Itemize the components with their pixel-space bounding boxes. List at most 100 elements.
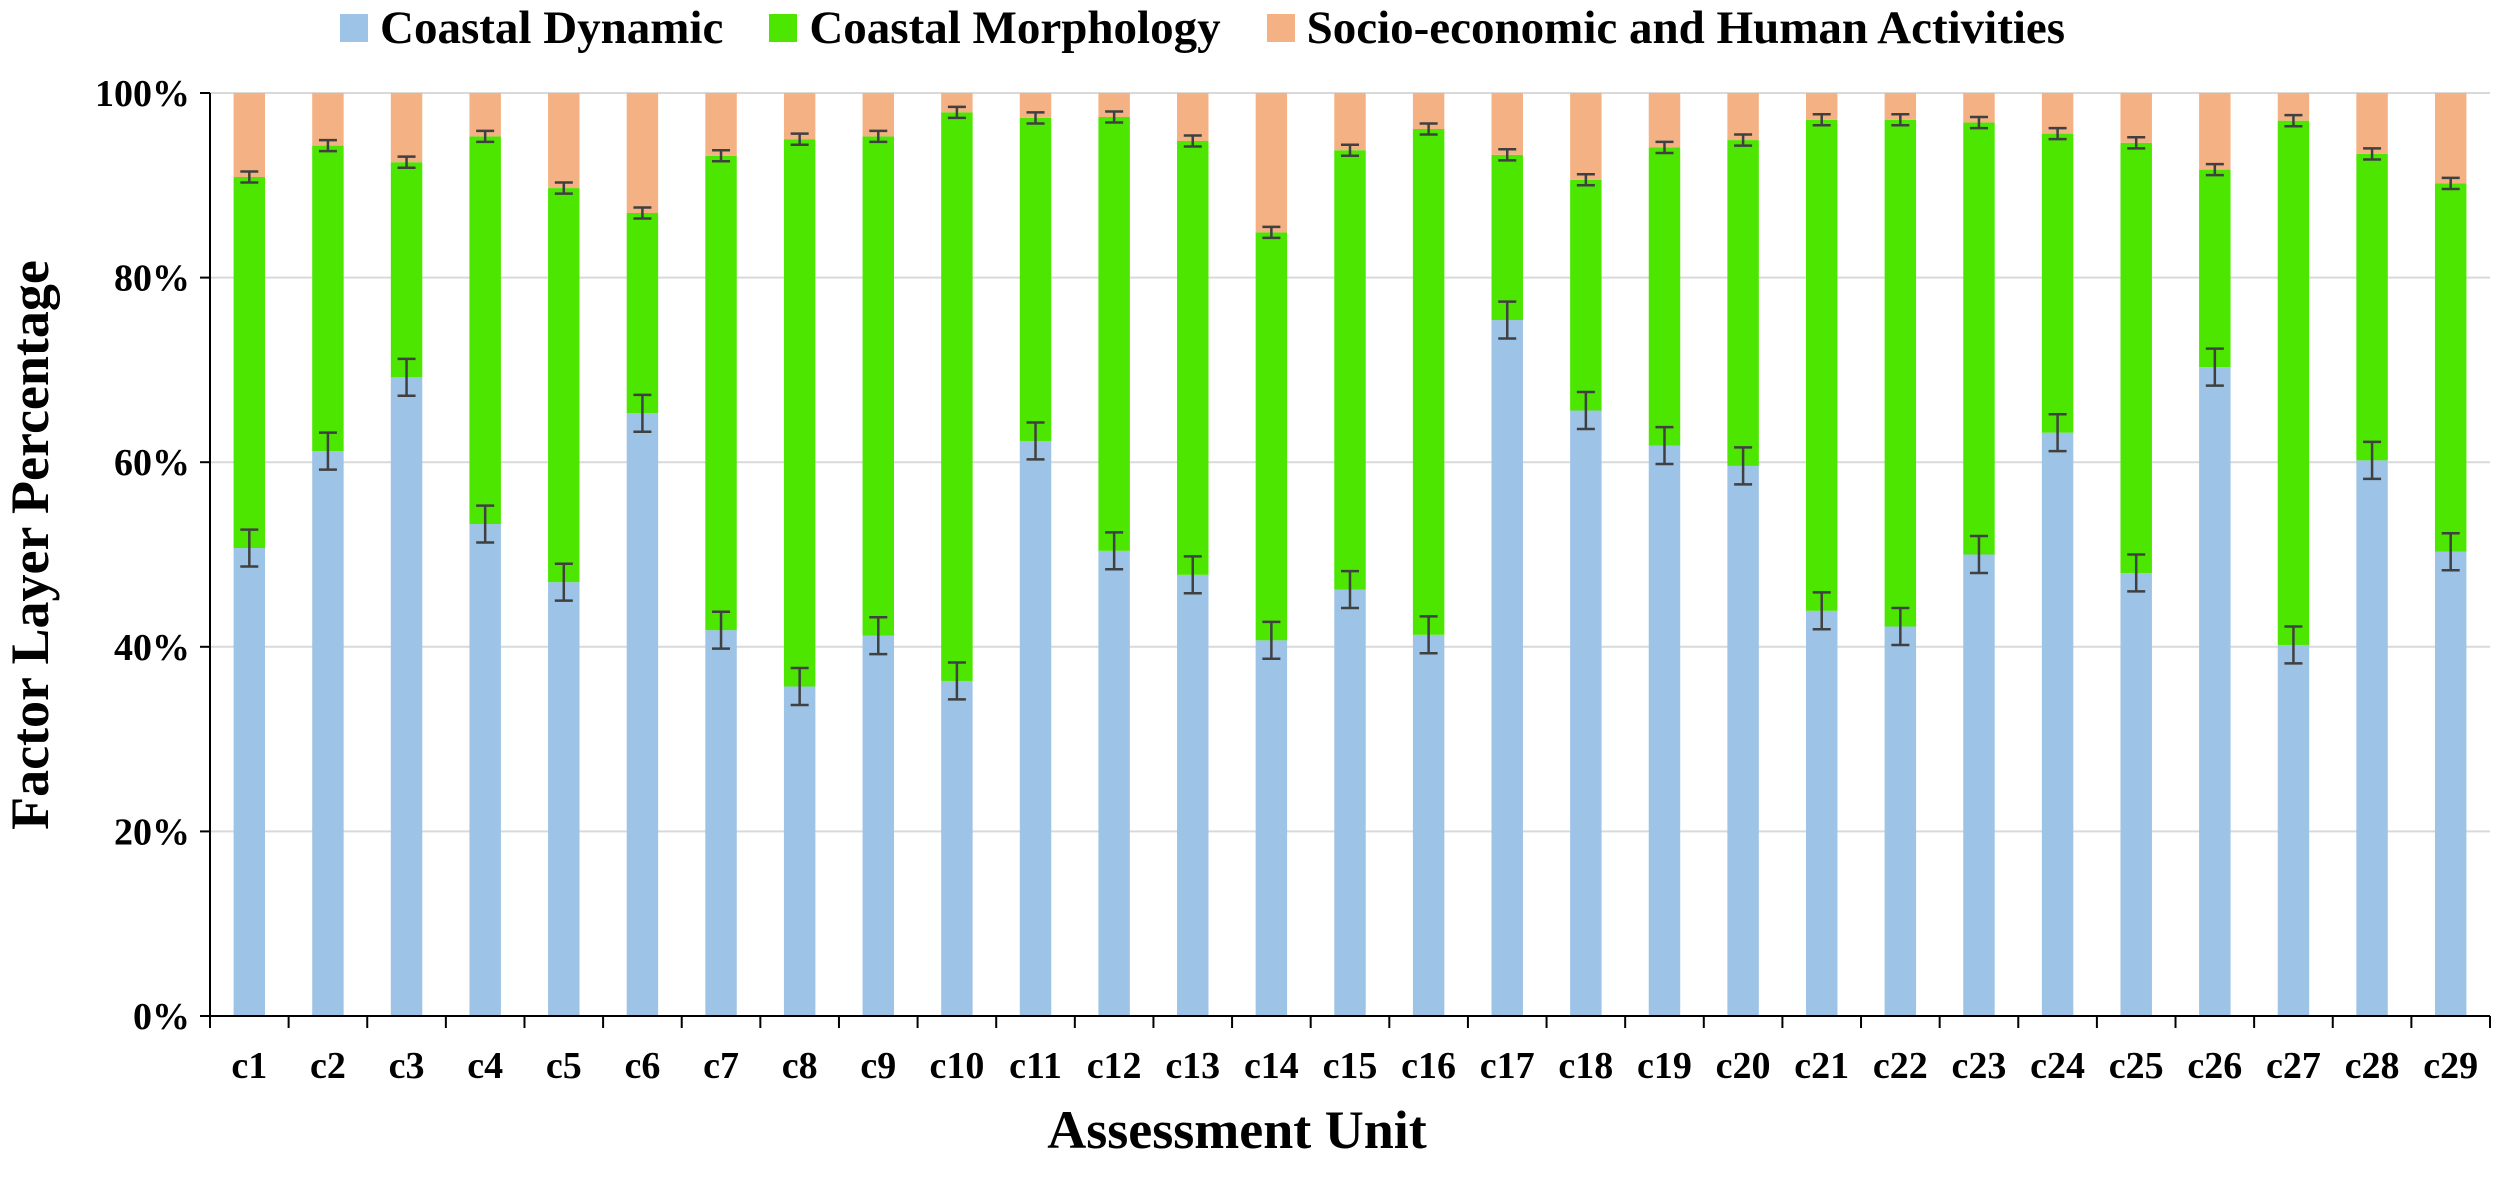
x-tick-label-c9: c9	[860, 1045, 896, 1087]
x-tick-label-c25: c25	[2109, 1045, 2164, 1087]
bar-c8-series-1	[783, 686, 816, 1016]
x-tick-label-c15: c15	[1323, 1045, 1378, 1087]
error-bar-c16-series-1	[1419, 615, 1438, 655]
error-bar-c22-series-2	[1891, 112, 1910, 127]
bar-c22-series-2	[1884, 119, 1917, 627]
legend-swatch-socio-economic	[1266, 14, 1295, 42]
error-bar-c9-series-1	[869, 616, 888, 656]
error-bar-c29-series-1	[2441, 532, 2460, 572]
bar-c7-series-2	[705, 155, 737, 631]
error-bar-c24-series-1	[2048, 412, 2067, 453]
error-bar-c2-series-2	[318, 138, 337, 153]
error-bar-c18-series-2	[1576, 172, 1595, 187]
error-bar-c5-series-2	[554, 181, 573, 195]
error-bar-c10-series-1	[947, 661, 966, 701]
error-bar-c8-series-1	[790, 666, 809, 707]
bar-c16-series-2	[1412, 128, 1445, 635]
bar-c20-series-1	[1727, 465, 1759, 1017]
y-tick-label-4: 80%	[114, 258, 190, 300]
bar-c4-series-2	[469, 136, 501, 525]
error-bar-c7-series-2	[712, 148, 731, 163]
bar-c29-series-2	[2434, 183, 2467, 552]
x-tick-label-c5: c5	[546, 1045, 582, 1087]
x-tick-label-c7: c7	[703, 1045, 739, 1087]
x-tick-label-c4: c4	[467, 1045, 503, 1087]
bar-c9-series-2	[862, 136, 894, 636]
error-bar-c23-series-2	[1969, 115, 1988, 130]
bar-c4-series-1	[469, 524, 501, 1016]
error-bar-c7-series-1	[712, 610, 731, 650]
bar-c18-series-2	[1570, 179, 1602, 411]
error-bar-c2-series-1	[318, 431, 337, 471]
x-tick-label-c13: c13	[1165, 1045, 1220, 1087]
error-bar-c6-series-2	[633, 206, 652, 220]
error-bar-c14-series-1	[1262, 620, 1281, 661]
bar-c27-series-1	[2277, 644, 2310, 1016]
legend-label-coastal-dynamic: Coastal Dynamic	[380, 2, 724, 54]
error-bar-c6-series-1	[633, 393, 652, 433]
x-tick-label-c18: c18	[1558, 1045, 1613, 1087]
legend-item-coastal-morphology: Coastal Morphology	[769, 1, 1221, 55]
bar-c16-series-1	[1412, 634, 1445, 1016]
x-tick-label-c14: c14	[1244, 1045, 1299, 1087]
bar-c23-series-1	[1963, 554, 1995, 1016]
x-tick-label-c27: c27	[2266, 1045, 2321, 1087]
bar-c26-series-1	[2199, 367, 2231, 1017]
error-bar-c20-series-1	[1734, 446, 1753, 486]
error-bar-c14-series-2	[1262, 225, 1281, 240]
x-tick-label-c12: c12	[1087, 1045, 1142, 1087]
x-tick-label-c29: c29	[2423, 1045, 2478, 1087]
bar-c3-series-1	[390, 377, 423, 1016]
error-bar-c10-series-2	[947, 105, 966, 120]
bar-c14-series-1	[1255, 640, 1288, 1016]
x-tick-label-c26: c26	[2187, 1045, 2242, 1087]
y-tick-label-2: 40%	[114, 627, 190, 669]
bar-c11-series-2	[1019, 117, 1052, 441]
bar-c12-series-1	[1098, 550, 1130, 1016]
bar-c2-series-3	[312, 93, 344, 146]
x-tick-label-c28: c28	[2345, 1045, 2400, 1087]
error-bar-c21-series-2	[1812, 112, 1831, 127]
bar-c10-series-2	[941, 112, 973, 681]
error-bars	[240, 105, 2460, 707]
x-tick-label-c8: c8	[782, 1045, 818, 1087]
error-bar-c13-series-1	[1183, 555, 1202, 595]
error-bar-c12-series-2	[1105, 110, 1124, 124]
error-bar-c27-series-2	[2284, 113, 2303, 128]
bar-c6-series-3	[626, 93, 659, 213]
error-bar-c15-series-2	[1341, 143, 1359, 158]
error-bar-c26-series-2	[2205, 162, 2224, 177]
error-bar-c3-series-1	[397, 357, 416, 397]
bar-c8-series-3	[783, 93, 816, 140]
x-tick-label-c11: c11	[1009, 1045, 1062, 1087]
bar-c12-series-2	[1098, 116, 1130, 551]
bar-c13-series-3	[1177, 93, 1209, 141]
bar-c21-series-1	[1806, 610, 1838, 1016]
error-bar-c16-series-2	[1419, 122, 1438, 136]
error-bar-c9-series-2	[869, 129, 888, 144]
x-tick-label-c1: c1	[231, 1045, 267, 1087]
bar-c27-series-2	[2277, 120, 2310, 645]
error-bar-c17-series-1	[1498, 300, 1517, 340]
error-bar-c23-series-1	[1969, 534, 1988, 575]
error-bar-c19-series-2	[1655, 140, 1674, 155]
error-bar-c8-series-2	[790, 132, 809, 146]
x-tick-label-c20: c20	[1716, 1045, 1771, 1087]
error-bar-c29-series-2	[2441, 176, 2460, 191]
error-bar-c3-series-2	[397, 155, 416, 170]
error-bar-c27-series-1	[2284, 625, 2303, 665]
x-tick-label-c21: c21	[1794, 1045, 1849, 1087]
error-bar-c13-series-2	[1183, 134, 1202, 148]
error-bar-c28-series-2	[2363, 147, 2382, 161]
bar-c17-series-2	[1491, 154, 1523, 321]
x-tick-label-c19: c19	[1637, 1045, 1692, 1087]
bar-c11-series-1	[1019, 440, 1052, 1016]
error-bar-c1-series-1	[240, 528, 259, 568]
bar-c15-series-3	[1334, 93, 1366, 151]
x-axis-title: Assessment Unit	[1047, 1100, 1427, 1160]
bar-c1-series-1	[233, 548, 266, 1016]
error-bar-c28-series-1	[2363, 440, 2382, 481]
error-bar-c21-series-1	[1812, 591, 1831, 631]
bar-c5-series-3	[548, 93, 580, 189]
